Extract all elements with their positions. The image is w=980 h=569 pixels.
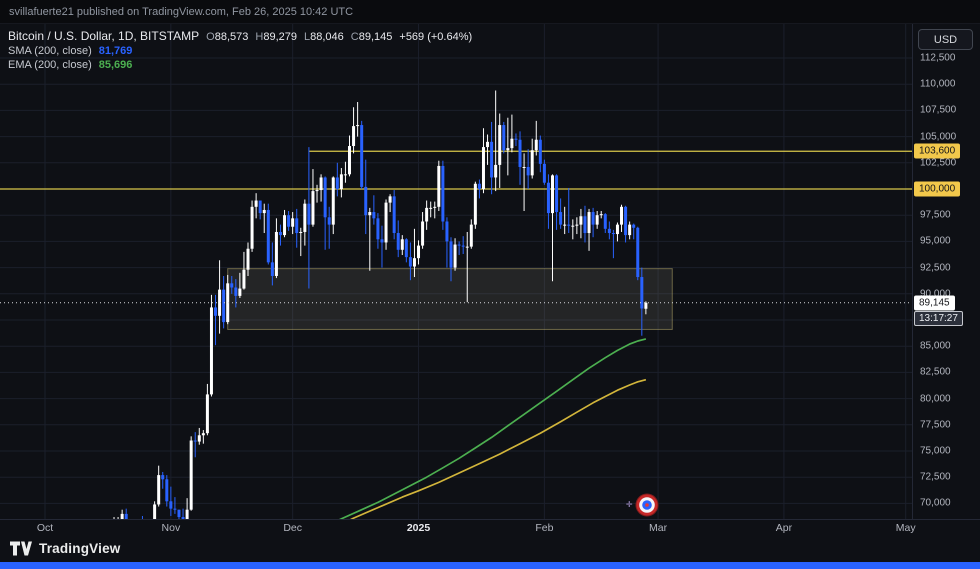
footer: TradingView [0,535,980,562]
chart-sticker[interactable]: ✛ [626,492,660,518]
candlestick-series[interactable] [44,90,648,519]
time-label: Oct [36,522,54,534]
price-tick: 70,000 [920,497,951,509]
time-label: Nov [161,522,181,534]
price-axis[interactable]: USD 112,500 110,000 107,500 105,000 102,500 9… [912,24,980,519]
high-value: H89,279 [255,31,297,43]
change-value: +569 (+0.64%) [399,31,473,43]
open-value: O88,573 [206,31,249,43]
time-axis[interactable]: Oct Nov Dec 2025 Feb Mar Apr May [0,519,980,535]
price-tick: 102,500 [920,157,957,169]
indicator-row-ema[interactable]: EMA (200, close) 85,696 [8,59,472,71]
brand-name[interactable]: TradingView [39,541,121,556]
price-tick: 110,000 [920,78,956,90]
price-tick: 85,000 [920,340,951,352]
price-tick: 112,500 [920,52,956,64]
close-value: C89,145 [350,31,393,43]
time-label: Mar [649,522,668,534]
price-tick: 95,000 [920,235,951,247]
price-tick: 107,500 [920,104,957,116]
sma-line[interactable] [305,378,647,519]
time-label: 2025 [406,522,431,534]
price-tick: 82,500 [920,366,951,378]
ema-indicator-label: EMA (200, close) [8,59,92,71]
symbol-legend-row[interactable]: Bitcoin / U.S. Dollar, 1D, BITSTAMP O88,… [8,29,472,43]
currency-toggle-button[interactable]: USD [918,29,973,50]
low-value: L88,046 [304,31,344,43]
price-tick: 80,000 [920,393,951,405]
candlestick-chart[interactable] [0,24,912,519]
drawing-price-label: 100,000 [914,181,961,197]
rectangle-zone-drawing[interactable] [227,268,673,330]
time-label: Feb [535,522,554,534]
indicator-row-sma[interactable]: SMA (200, close) 81,769 [8,45,472,57]
sma-indicator-label: SMA (200, close) [8,45,92,57]
chart-workspace: Bitcoin / U.S. Dollar, 1D, BITSTAMP O88,… [0,24,980,519]
roundel-badge-icon [635,493,659,517]
tradingview-logo-icon[interactable] [10,541,32,556]
attribution-text: svillafuerte21 published on TradingView.… [9,6,354,18]
bar-countdown-label: 13:17:27 [914,310,963,326]
ema-indicator-value: 85,696 [98,59,133,71]
price-tick: 75,000 [920,445,951,457]
drawing-price-label: 103,600 [914,143,961,159]
price-tick: 97,500 [920,209,951,221]
chart-pane[interactable]: Bitcoin / U.S. Dollar, 1D, BITSTAMP O88,… [0,24,912,519]
attribution-bar: svillafuerte21 published on TradingView.… [0,0,980,24]
legend: Bitcoin / U.S. Dollar, 1D, BITSTAMP O88,… [8,29,472,73]
price-tick: 105,000 [920,131,957,143]
time-label: Apr [775,522,793,534]
symbol-title[interactable]: Bitcoin / U.S. Dollar, 1D, BITSTAMP [8,29,200,43]
time-label: May [895,522,916,534]
time-label: Dec [283,522,302,534]
cursor-plus-icon: ✛ [625,500,633,510]
bottom-accent-bar [0,562,980,569]
price-tick: 72,500 [920,471,951,483]
ema-line[interactable] [281,338,647,519]
price-tick: 77,500 [920,419,951,431]
current-price-label: 89,145 [914,295,955,311]
price-tick: 92,500 [920,262,951,274]
price-tick: 90,000 [920,288,951,300]
sma-indicator-value: 81,769 [98,45,133,57]
